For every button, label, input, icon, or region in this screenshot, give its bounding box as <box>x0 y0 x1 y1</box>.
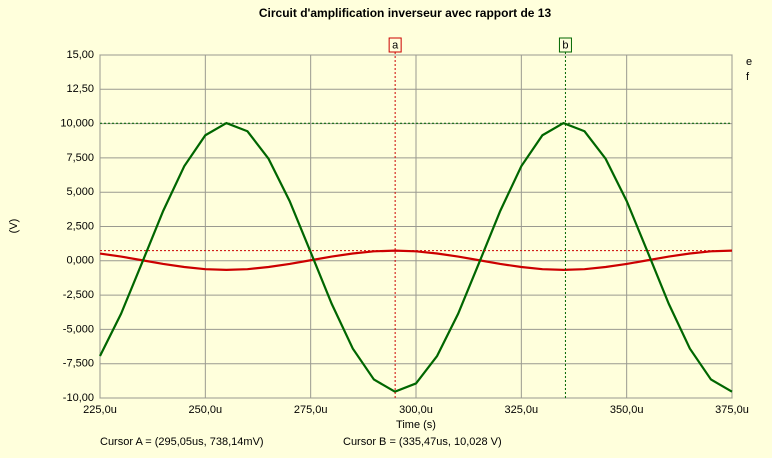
series-line <box>99 121 733 393</box>
cursor-marker <box>388 37 402 53</box>
y-tick-label: 2,500 <box>66 220 94 232</box>
y-tick-label: -10,00 <box>63 392 94 404</box>
y-tick-label: -7,500 <box>63 358 94 370</box>
cursor-label: a <box>392 39 399 51</box>
x-tick-label: 350,0u <box>610 404 644 416</box>
legend-entry: e <box>746 56 752 68</box>
y-tick-label: -2,500 <box>63 289 94 301</box>
x-tick-label: 300,0u <box>399 404 433 416</box>
chart-title: Circuit d'amplification inverseur avec r… <box>259 6 552 20</box>
x-tick-label: 275,0u <box>294 404 328 416</box>
x-tick-label: 225,0u <box>83 404 117 416</box>
cursor-label: b <box>562 39 568 51</box>
y-tick-label: 7,500 <box>66 152 94 164</box>
legend-entry: f <box>746 71 750 83</box>
y-tick-label: 5,000 <box>66 186 94 198</box>
x-axis-label: Time (s) <box>396 419 436 431</box>
y-tick-label: 15,00 <box>66 49 94 61</box>
y-axis-label: (V) <box>8 219 20 234</box>
x-tick-label: 375,0u <box>715 404 749 416</box>
x-tick-label: 325,0u <box>505 404 539 416</box>
cursor-readout: Cursor A = (295,05us, 738,14mV) <box>100 436 264 448</box>
series-line <box>99 249 733 271</box>
cursor-readout: Cursor B = (335,47us, 10,028 V) <box>343 436 502 448</box>
cursor-marker <box>558 37 572 53</box>
y-tick-label: -5,000 <box>63 323 94 335</box>
y-tick-label: 12,50 <box>66 83 94 95</box>
y-tick-label: 0,000 <box>66 255 94 267</box>
y-tick-label: 10,000 <box>60 118 94 130</box>
x-tick-label: 250,0u <box>189 404 223 416</box>
